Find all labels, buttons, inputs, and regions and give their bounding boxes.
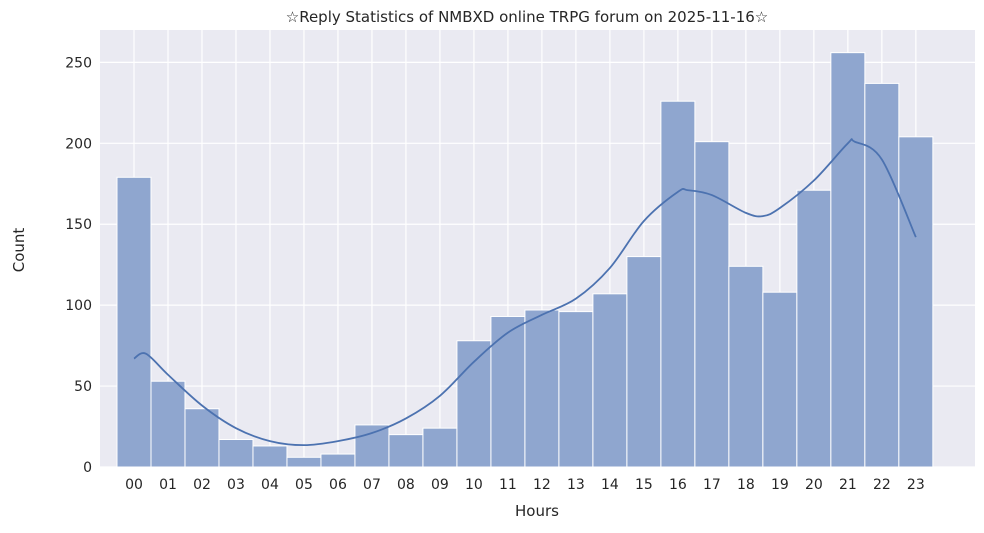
bar-02 — [184, 408, 220, 468]
bar-17 — [694, 141, 730, 468]
x-tick-label: 05 — [295, 477, 313, 493]
x-tick-label: 08 — [397, 477, 415, 493]
x-tick-label: 01 — [159, 477, 177, 493]
bar-15 — [626, 256, 662, 468]
bar-10 — [456, 340, 492, 468]
y-tick-label: 100 — [65, 298, 92, 314]
bar-18 — [728, 265, 764, 468]
bar-01 — [150, 380, 186, 468]
x-tick-label: 11 — [499, 477, 517, 493]
bar-03 — [218, 438, 254, 468]
x-tick-label: 15 — [635, 477, 653, 493]
x-tick-label: 13 — [567, 477, 585, 493]
y-tick-label: 0 — [83, 460, 92, 476]
x-tick-label: 23 — [907, 477, 925, 493]
bar-23 — [898, 136, 934, 468]
bar-19 — [762, 291, 798, 468]
x-tick-label: 10 — [465, 477, 483, 493]
x-tick-label: 14 — [601, 477, 619, 493]
x-tick-label: 20 — [805, 477, 823, 493]
bar-20 — [796, 189, 832, 468]
x-tick-label: 16 — [669, 477, 687, 493]
x-tick-label: 21 — [839, 477, 857, 493]
bar-12 — [524, 309, 560, 468]
bar-07 — [354, 424, 390, 468]
x-tick-label: 17 — [703, 477, 721, 493]
chart-title: ☆Reply Statistics of NMBXD online TRPG f… — [286, 8, 769, 26]
x-tick-label: 00 — [125, 477, 143, 493]
bar-04 — [252, 445, 288, 468]
x-tick-label: 18 — [737, 477, 755, 493]
bar-13 — [558, 311, 594, 468]
x-tick-label: 02 — [193, 477, 211, 493]
x-tick-label: 09 — [431, 477, 449, 493]
y-axis-label: Count — [10, 228, 28, 273]
y-tick-label: 250 — [65, 55, 92, 71]
y-tick-label: 50 — [74, 379, 92, 395]
bar-06 — [320, 453, 356, 468]
x-tick-label: 07 — [363, 477, 381, 493]
x-tick-label: 12 — [533, 477, 551, 493]
x-tick-label: 19 — [771, 477, 789, 493]
kde-line — [133, 138, 917, 447]
bar-16 — [660, 100, 696, 468]
y-tick-label: 150 — [65, 217, 92, 233]
bar-11 — [490, 315, 526, 468]
bar-00 — [116, 176, 152, 468]
bar-08 — [388, 434, 424, 468]
x-tick-label: 06 — [329, 477, 347, 493]
x-tick-label: 22 — [873, 477, 891, 493]
y-tick-labels: 0 50 100 150 200 250 — [65, 55, 92, 476]
x-tick-label: 03 — [227, 477, 245, 493]
bar-22 — [864, 82, 900, 468]
x-tick-labels: 00 01 02 03 04 05 06 07 08 09 10 11 12 13 14 15 16 17 18 19… — [125, 477, 925, 493]
bar-09 — [422, 427, 458, 468]
x-tick-label: 04 — [261, 477, 279, 493]
bar-14 — [592, 293, 628, 468]
x-axis-label: Hours — [515, 502, 559, 520]
bar-05 — [286, 456, 322, 468]
y-tick-label: 200 — [65, 136, 92, 152]
bar-21 — [830, 52, 866, 468]
